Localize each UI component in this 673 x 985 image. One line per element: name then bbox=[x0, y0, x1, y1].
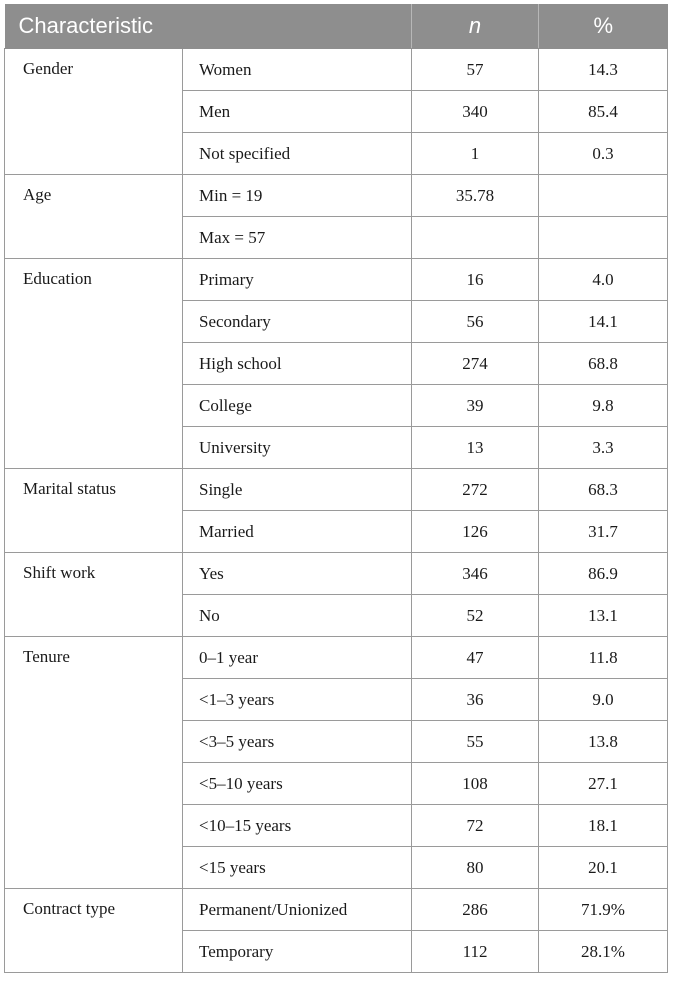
table-row: Men 340 85.4 bbox=[5, 90, 669, 133]
table-row: Marital status Single 272 68.3 bbox=[4, 468, 669, 553]
percent-cell: 11.8 bbox=[538, 636, 669, 679]
table-row: <3–5 years 55 13.8 bbox=[5, 720, 669, 763]
percent-cell: 14.1 bbox=[538, 300, 669, 343]
subcategory-cell: Min = 19 bbox=[181, 174, 413, 217]
table-row: No 52 13.1 bbox=[5, 594, 669, 637]
group-label: Marital status bbox=[4, 468, 183, 553]
percent-cell: 13.8 bbox=[538, 720, 669, 763]
table-row: University 13 3.3 bbox=[5, 426, 669, 469]
group-label: Shift work bbox=[4, 552, 183, 637]
percent-cell bbox=[538, 174, 669, 217]
percent-cell: 28.1% bbox=[538, 930, 669, 973]
percent-cell: 85.4 bbox=[538, 90, 669, 133]
table-row: Gender Women 57 14.3 bbox=[4, 48, 669, 175]
percent-cell: 68.3 bbox=[538, 468, 669, 511]
group-label: Tenure bbox=[4, 636, 183, 889]
table-row: <10–15 years 72 18.1 bbox=[5, 804, 669, 847]
n-cell bbox=[411, 216, 540, 259]
n-cell: 272 bbox=[411, 468, 540, 511]
subcategory-cell: Men bbox=[181, 90, 413, 133]
percent-cell bbox=[538, 216, 669, 259]
subcategory-cell: 0–1 year bbox=[181, 636, 413, 679]
n-cell: 274 bbox=[411, 342, 540, 385]
percent-cell: 18.1 bbox=[538, 804, 669, 847]
n-cell: 16 bbox=[411, 258, 540, 301]
percent-cell: 68.8 bbox=[538, 342, 669, 385]
subcategory-cell: College bbox=[181, 384, 413, 427]
n-cell: 112 bbox=[411, 930, 540, 973]
group-label: Contract type bbox=[4, 888, 183, 973]
table-row: <5–10 years 108 27.1 bbox=[5, 762, 669, 805]
percent-cell: 9.8 bbox=[538, 384, 669, 427]
header-n: n bbox=[411, 4, 540, 49]
table-row: College 39 9.8 bbox=[5, 384, 669, 427]
percent-cell: 20.1 bbox=[538, 846, 669, 889]
subcategory-cell: <5–10 years bbox=[181, 762, 413, 805]
n-cell: 36 bbox=[411, 678, 540, 721]
n-cell: 340 bbox=[411, 90, 540, 133]
header-characteristic: Characteristic bbox=[4, 4, 413, 49]
n-cell: 108 bbox=[411, 762, 540, 805]
table-row: <1–3 years 36 9.0 bbox=[5, 678, 669, 721]
n-cell: 39 bbox=[411, 384, 540, 427]
n-cell: 52 bbox=[411, 594, 540, 637]
subcategory-cell: <3–5 years bbox=[181, 720, 413, 763]
table-header-row: Characteristic n % bbox=[4, 4, 668, 49]
n-cell: 56 bbox=[411, 300, 540, 343]
group-label: Education bbox=[4, 258, 183, 469]
table-row: Secondary 56 14.1 bbox=[5, 300, 669, 343]
n-cell: 72 bbox=[411, 804, 540, 847]
n-cell: 346 bbox=[411, 552, 540, 595]
table-row: Education Primary 16 4.0 bbox=[4, 258, 669, 469]
table-row: Max = 57 bbox=[5, 216, 669, 259]
table-row: Married 126 31.7 bbox=[5, 510, 669, 553]
subcategory-cell: Primary bbox=[181, 258, 413, 301]
n-cell: 286 bbox=[411, 888, 540, 931]
subcategory-cell: Yes bbox=[181, 552, 413, 595]
n-cell: 35.78 bbox=[411, 174, 540, 217]
percent-cell: 86.9 bbox=[538, 552, 669, 595]
table-row: Tenure 0–1 year 47 11.8 bbox=[4, 636, 669, 889]
subcategory-cell: Married bbox=[181, 510, 413, 553]
percent-cell: 31.7 bbox=[538, 510, 669, 553]
subcategory-cell: Secondary bbox=[181, 300, 413, 343]
table-row: Shift work Yes 346 86.9 bbox=[4, 552, 669, 637]
percent-cell: 71.9% bbox=[538, 888, 669, 931]
n-cell: 13 bbox=[411, 426, 540, 469]
demographics-table: Characteristic n % Gender Women 57 14.3 Men 3… bbox=[4, 4, 669, 973]
header-percent: % bbox=[538, 4, 668, 49]
subcategory-cell: <1–3 years bbox=[181, 678, 413, 721]
subcategory-cell: High school bbox=[181, 342, 413, 385]
percent-cell: 4.0 bbox=[538, 258, 669, 301]
table-row: Contract type Permanent/Unionized 286 71.9% bbox=[4, 888, 669, 973]
subcategory-cell: Permanent/Unionized bbox=[181, 888, 413, 931]
percent-cell: 9.0 bbox=[538, 678, 669, 721]
n-cell: 55 bbox=[411, 720, 540, 763]
percent-cell: 14.3 bbox=[538, 48, 669, 91]
n-cell: 80 bbox=[411, 846, 540, 889]
percent-cell: 27.1 bbox=[538, 762, 669, 805]
subcategory-cell: <15 years bbox=[181, 846, 413, 889]
subcategory-cell: University bbox=[181, 426, 413, 469]
subcategory-cell: Not specified bbox=[181, 132, 413, 175]
subcategory-cell: Temporary bbox=[181, 930, 413, 973]
subcategory-cell: Max = 57 bbox=[181, 216, 413, 259]
n-cell: 1 bbox=[411, 132, 540, 175]
group-label: Gender bbox=[4, 48, 183, 175]
subcategory-cell: No bbox=[181, 594, 413, 637]
n-cell: 57 bbox=[411, 48, 540, 91]
table-row: Temporary 112 28.1% bbox=[5, 930, 669, 973]
percent-cell: 13.1 bbox=[538, 594, 669, 637]
percent-cell: 3.3 bbox=[538, 426, 669, 469]
table-row: Not specified 1 0.3 bbox=[5, 132, 669, 175]
table-body: Gender Women 57 14.3 Men 340 85.4 Not specified… bbox=[4, 48, 669, 973]
table-row: Age Min = 19 35.78 bbox=[4, 174, 669, 259]
subcategory-cell: Single bbox=[181, 468, 413, 511]
subcategory-cell: <10–15 years bbox=[181, 804, 413, 847]
percent-cell: 0.3 bbox=[538, 132, 669, 175]
n-cell: 126 bbox=[411, 510, 540, 553]
n-cell: 47 bbox=[411, 636, 540, 679]
subcategory-cell: Women bbox=[181, 48, 413, 91]
group-label: Age bbox=[4, 174, 183, 259]
